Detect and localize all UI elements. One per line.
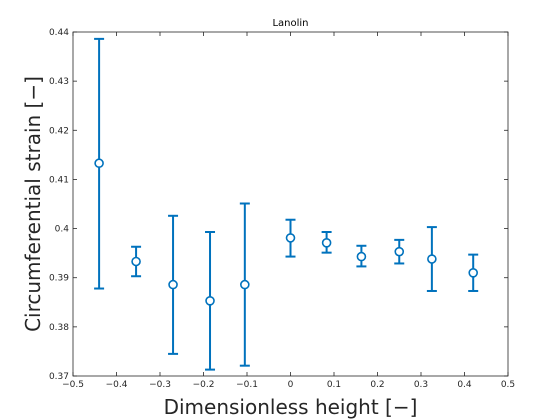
plot-area bbox=[73, 32, 508, 376]
x-tick-label: 0.3 bbox=[414, 380, 428, 390]
x-tick-label: 0.5 bbox=[501, 380, 515, 390]
data-point bbox=[287, 234, 295, 242]
data-point bbox=[169, 281, 177, 289]
y-tick-label: 0.37 bbox=[49, 372, 69, 382]
x-tick-label: −0.3 bbox=[149, 380, 171, 390]
x-axis-label: Dimensionless height [−] bbox=[164, 395, 418, 419]
y-tick-label: 0.44 bbox=[49, 28, 69, 38]
data-point bbox=[428, 255, 436, 263]
data-point bbox=[469, 269, 477, 277]
x-tick-label: 0 bbox=[288, 380, 294, 390]
data-point bbox=[323, 239, 331, 247]
y-tick-label: 0.39 bbox=[49, 274, 69, 284]
y-tick-label: 0.43 bbox=[49, 77, 69, 87]
data-point bbox=[132, 257, 140, 265]
data-point bbox=[395, 248, 403, 256]
y-tick-label: 0.38 bbox=[49, 323, 69, 333]
data-point bbox=[357, 253, 365, 261]
data-point bbox=[95, 159, 103, 167]
x-tick-label: 0.1 bbox=[327, 380, 341, 390]
x-tick-label: 0.2 bbox=[370, 380, 384, 390]
x-tick-label: −0.4 bbox=[106, 380, 128, 390]
y-axis-label: Circumferential strain [−] bbox=[21, 76, 45, 332]
chart-title: Lanolin bbox=[272, 18, 308, 29]
x-tick-label: 0.4 bbox=[457, 380, 472, 390]
y-tick-label: 0.41 bbox=[49, 175, 69, 185]
y-tick-label: 0.42 bbox=[49, 126, 69, 136]
x-tick-label: −0.1 bbox=[236, 380, 258, 390]
data-point bbox=[206, 297, 214, 305]
y-tick-label: 0.4 bbox=[55, 225, 70, 235]
data-point bbox=[241, 281, 249, 289]
x-tick-label: −0.2 bbox=[193, 380, 215, 390]
